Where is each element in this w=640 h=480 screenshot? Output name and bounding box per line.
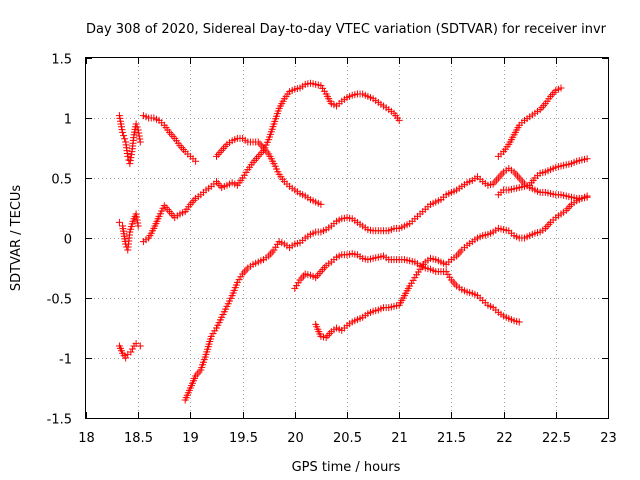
data-point [126,160,134,168]
x-tick-label: 18.5 [124,431,153,446]
series-arc-7 [213,134,325,208]
series-arc-5 [139,112,200,165]
y-tick-label: 1 [64,113,72,128]
x-tick-label: 23 [600,431,617,446]
data-point [120,132,128,140]
data-point [135,132,143,140]
y-tick-label: -1 [59,353,72,368]
y-tick-label: 1.5 [51,53,72,68]
series-arc-11 [494,155,591,199]
x-tick-label: 20 [287,431,304,446]
data-point [515,318,523,326]
x-tick-label: 19 [182,431,199,446]
x-tick-label: 21.5 [437,431,466,446]
data-point [135,129,143,137]
axis-ticks: 18 18.5 19 19.5 20 20.5 21 21.5 22 22.5 23 1.5 1 0.5 0… [47,53,617,447]
y-tick-label: -1.5 [47,413,72,428]
x-tick-label: 22 [496,431,513,446]
series-arc-6 [181,164,591,404]
series-arc-1 [115,112,144,168]
x-axis-label: GPS time / hours [292,460,401,475]
y-tick-label: 0 [64,233,72,248]
data-point [136,138,144,146]
data-point [124,152,132,160]
data-point [134,126,142,134]
plot-frame [85,57,609,419]
series-arc-4 [139,79,403,246]
data-point [317,200,325,208]
data-point [134,219,142,227]
data-point [395,116,403,124]
x-tick-label: 22.5 [542,431,571,446]
y-tick-label: -0.5 [47,293,72,308]
data-point [583,155,591,163]
data-point [127,154,135,162]
data-point [122,354,130,362]
data-point [133,123,141,131]
data-point [127,151,135,159]
data-point [133,213,141,221]
data-points [115,79,591,404]
x-tick-label: 18 [78,431,95,446]
data-point [128,345,136,353]
data-point [121,135,129,143]
data-point [583,192,591,200]
series-arc-10 [494,84,565,160]
data-point [132,210,140,218]
series-arc-9 [312,192,591,342]
data-point [136,342,144,350]
series-arc-2 [115,210,142,254]
data-point [126,157,134,165]
x-tick-label: 21 [391,431,408,446]
data-point [192,157,200,165]
x-tick-label: 19.5 [229,431,258,446]
data-point [136,135,144,143]
data-point [132,120,140,128]
data-point [133,216,141,224]
data-point [132,340,140,348]
x-tick-label: 20.5 [333,431,362,446]
data-point [127,348,135,356]
series-arc-3 [115,340,144,362]
chart-title: Day 308 of 2020, Sidereal Day-to-day VTE… [86,22,607,37]
data-point [119,128,127,136]
series-arc-8 [291,250,523,326]
data-point [115,218,123,226]
data-point [134,222,142,230]
y-axis-label: SDTVAR / TECUs [9,185,24,292]
data-point [557,84,565,92]
y-tick-label: 0.5 [51,173,72,188]
